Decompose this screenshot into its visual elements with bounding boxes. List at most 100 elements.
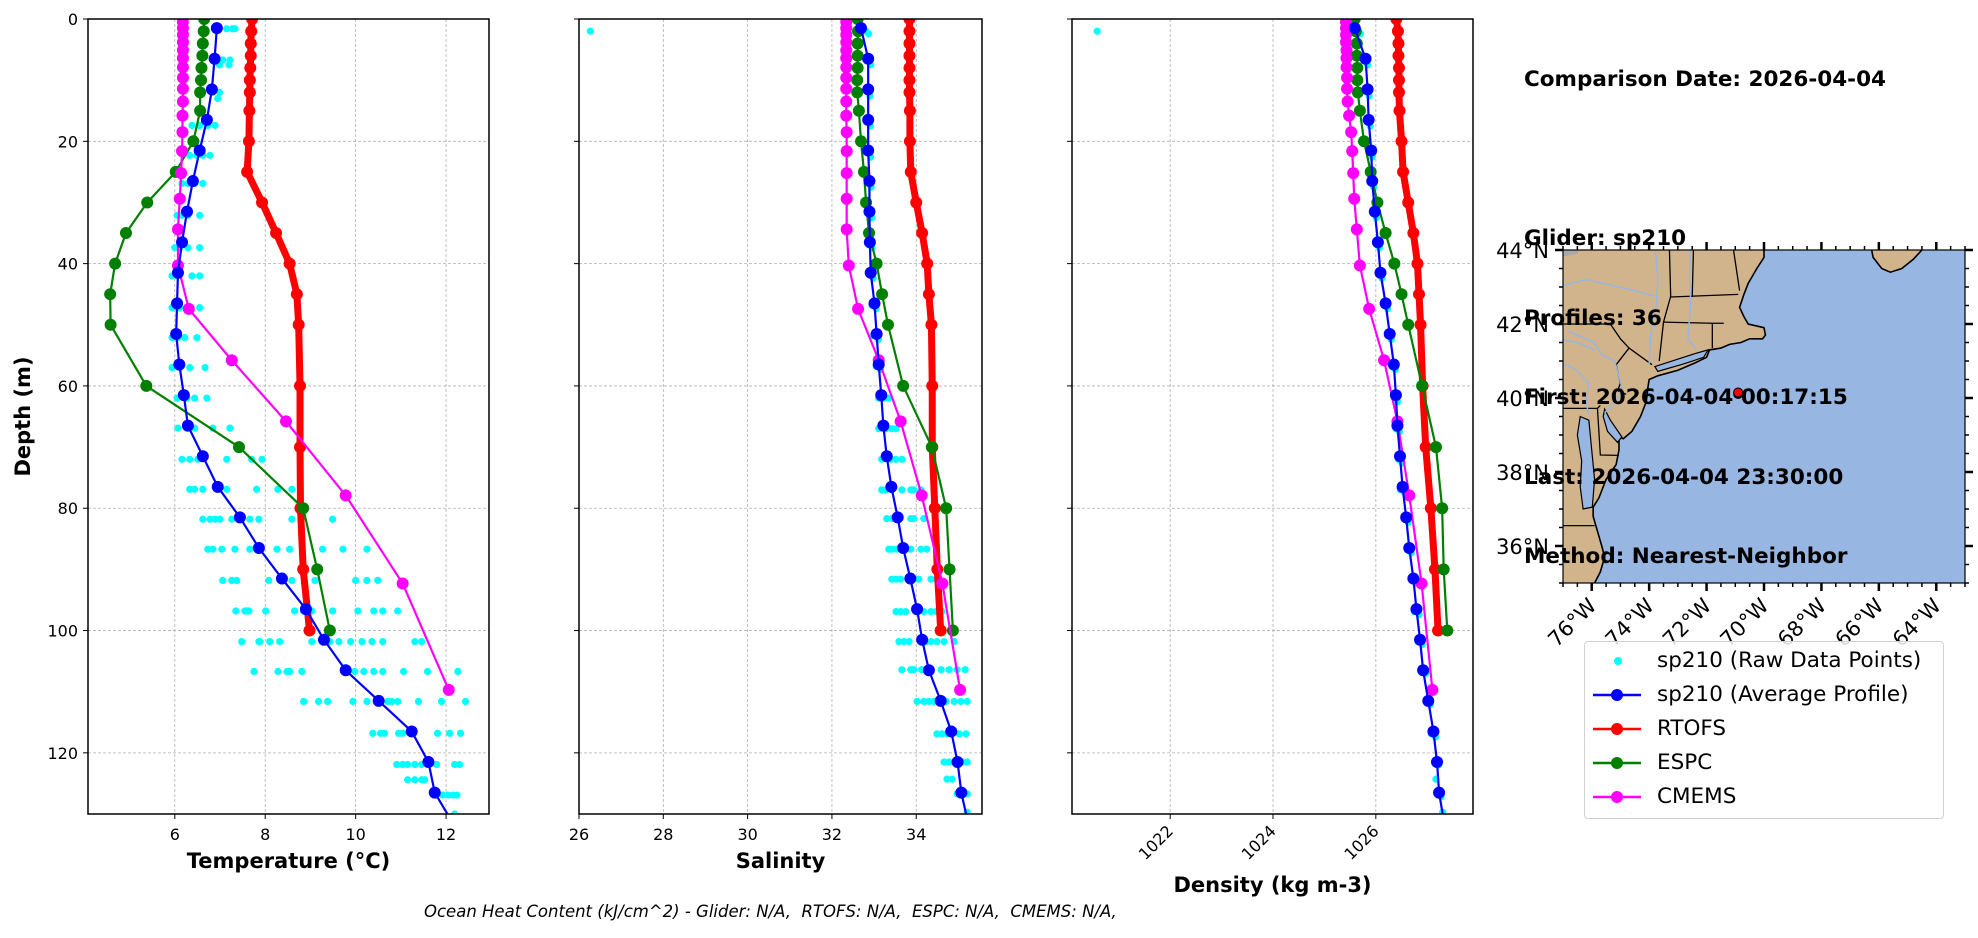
map-lat-tick-label: 38°N bbox=[1496, 461, 1549, 485]
raw-data-point bbox=[892, 425, 900, 433]
series-marker-cmems bbox=[176, 52, 189, 65]
raw-data-point bbox=[223, 25, 231, 33]
legend-item-espc: ESPC bbox=[1585, 746, 1941, 780]
series-marker-rtofs bbox=[290, 288, 303, 301]
series-marker-glider bbox=[193, 144, 206, 157]
series-marker-cmems bbox=[1346, 145, 1359, 158]
series-marker-cmems bbox=[840, 71, 853, 84]
series-marker-glider bbox=[275, 572, 288, 585]
raw-data-point bbox=[898, 486, 906, 494]
series-marker-glider bbox=[1422, 694, 1435, 707]
raw-data-point bbox=[225, 61, 233, 69]
raw-data-point bbox=[256, 637, 264, 646]
series-marker-glider bbox=[870, 327, 883, 340]
raw-data-point bbox=[920, 697, 928, 706]
series-marker-cmems bbox=[1348, 192, 1361, 205]
series-marker-espc bbox=[1436, 502, 1449, 515]
series-marker-glider bbox=[1365, 144, 1378, 157]
y-tick-label: 60 bbox=[58, 377, 78, 396]
series-marker-espc bbox=[194, 104, 207, 117]
raw-data-point bbox=[228, 515, 236, 523]
raw-data-point bbox=[933, 637, 941, 646]
series-marker-cmems bbox=[225, 354, 238, 367]
series-marker-rtofs bbox=[903, 37, 916, 50]
land-nova-scotia bbox=[1870, 250, 1923, 274]
raw-data-point bbox=[411, 776, 419, 784]
raw-data-point bbox=[411, 637, 419, 646]
legend-label-glider: sp210 (Average Profile) bbox=[1657, 682, 1909, 707]
raw-data-point bbox=[933, 730, 941, 738]
series-marker-cmems bbox=[1341, 71, 1354, 84]
series-marker-espc bbox=[1353, 104, 1366, 117]
raw-data-point bbox=[188, 121, 196, 130]
series-marker-espc bbox=[1388, 257, 1401, 270]
raw-data-point bbox=[276, 637, 284, 646]
axes-frame bbox=[87, 18, 490, 815]
series-marker-espc bbox=[119, 227, 132, 240]
series-marker-cmems bbox=[840, 223, 853, 236]
raw-data-point bbox=[399, 729, 407, 737]
state-border bbox=[1658, 250, 1672, 362]
series-marker-espc bbox=[1358, 135, 1371, 148]
series-marker-glider bbox=[176, 236, 189, 249]
raw-data-point bbox=[181, 334, 189, 342]
series-marker-glider bbox=[181, 419, 194, 432]
raw-data-point bbox=[399, 667, 408, 676]
series-marker-cmems bbox=[840, 82, 853, 95]
series-marker-glider bbox=[1410, 603, 1423, 616]
series-marker-espc bbox=[857, 165, 870, 178]
series-marker-glider bbox=[891, 511, 904, 524]
raw-data-point bbox=[209, 545, 217, 553]
raw-data-point bbox=[219, 576, 227, 584]
info-profiles: Profiles: 36 bbox=[1524, 305, 1662, 331]
series-marker-cmems bbox=[176, 61, 189, 74]
series-marker-cmems bbox=[840, 95, 853, 108]
series-marker-glider bbox=[911, 603, 924, 616]
series-marker-cmems bbox=[1341, 82, 1354, 95]
raw-data-point bbox=[216, 515, 224, 523]
raw-data-point bbox=[291, 607, 299, 615]
series-marker-rtofs bbox=[243, 74, 256, 87]
raw-data-point bbox=[288, 485, 296, 493]
raw-data-point bbox=[288, 515, 296, 523]
raw-data-point bbox=[193, 334, 201, 342]
series-marker-glider bbox=[200, 113, 213, 126]
series-marker-glider bbox=[1427, 725, 1440, 738]
raw-data-point bbox=[446, 729, 454, 737]
series-marker-rtofs bbox=[1397, 165, 1410, 178]
series-marker-rtofs bbox=[922, 288, 935, 301]
series-marker-glider bbox=[171, 297, 184, 310]
panel-density: 1022 1024 1026 Density (kg m-3) bbox=[1067, 18, 1474, 897]
raw-data-point bbox=[393, 760, 401, 769]
raw-data-point bbox=[394, 607, 402, 615]
raw-data-point bbox=[399, 760, 407, 769]
raw-data-point bbox=[300, 697, 308, 706]
raw-data-point bbox=[388, 697, 396, 706]
series-marker-cmems bbox=[1403, 489, 1416, 502]
legend-label-cmems: CMEMS bbox=[1657, 784, 1737, 809]
series-marker-espc bbox=[1395, 288, 1408, 301]
series-marker-glider bbox=[875, 389, 888, 402]
raw-data-point bbox=[298, 667, 306, 676]
series-marker-rtofs bbox=[1413, 288, 1426, 301]
series-marker-glider bbox=[1393, 450, 1406, 463]
series-marker-cmems bbox=[176, 82, 189, 95]
y-axis-label: Depth (m) bbox=[11, 356, 35, 476]
series-marker-rtofs bbox=[1428, 563, 1441, 576]
series-marker-espc bbox=[1437, 563, 1450, 576]
legend-item-cmems: CMEMS bbox=[1585, 780, 1941, 814]
series-marker-rtofs bbox=[926, 379, 939, 392]
x-tick-label: 12 bbox=[436, 825, 456, 844]
raw-data-point bbox=[910, 515, 918, 523]
info-spacer bbox=[1524, 147, 1886, 174]
raw-data-point bbox=[253, 485, 261, 493]
raw-data-point bbox=[883, 515, 891, 523]
raw-data-point bbox=[1093, 27, 1101, 35]
series-marker-glider bbox=[173, 358, 186, 371]
series-marker-espc bbox=[1351, 74, 1364, 87]
raw-data-point bbox=[913, 697, 921, 706]
series-marker-rtofs bbox=[1419, 441, 1432, 454]
raw-data-point bbox=[196, 244, 204, 252]
series-marker-rtofs bbox=[903, 86, 916, 99]
series-marker-rtofs bbox=[244, 61, 257, 74]
